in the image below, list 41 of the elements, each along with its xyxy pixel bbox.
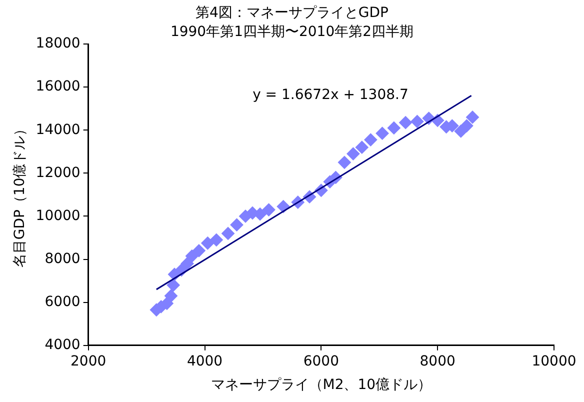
point [338, 156, 351, 169]
point [466, 110, 480, 124]
point [262, 203, 276, 216]
x-tick-label: 8000 [420, 353, 456, 370]
x-tick-label: 4000 [186, 353, 223, 370]
point [410, 115, 424, 128]
y-tick-label: 10000 [36, 208, 80, 224]
x-tick-label: 2000 [70, 353, 106, 370]
y-tick-label: 12000 [36, 164, 80, 181]
point [254, 208, 267, 221]
point [355, 140, 368, 154]
y-tick-label: 14000 [36, 122, 80, 138]
x-tick-label: 6000 [303, 353, 339, 370]
chart-subtitle: 1990年第1四半期〜2010年第2四半期 [170, 24, 414, 40]
point [210, 233, 223, 246]
point [222, 226, 235, 240]
y-tick-label: 18000 [36, 36, 80, 52]
point [160, 296, 174, 310]
y-tick-label: 6000 [44, 294, 80, 310]
x-tick-label: 10000 [532, 353, 576, 370]
y-tick-label: 16000 [36, 78, 80, 95]
point [364, 133, 378, 146]
point [276, 200, 290, 214]
point [230, 218, 244, 232]
point [376, 126, 389, 140]
y-tick-label: 8000 [44, 250, 80, 267]
point [201, 236, 214, 250]
annotation: y = 1.6672x + 1308.7 [252, 86, 408, 103]
point [387, 121, 400, 134]
point [460, 119, 474, 132]
x-axis-title: マネーサプライ（M2、10億ドル） [210, 377, 432, 394]
point [346, 147, 360, 160]
point [164, 289, 178, 302]
chart-title: 第4図：マネーサプライとGDP [194, 4, 390, 23]
point [185, 250, 198, 263]
point [180, 257, 194, 270]
point [166, 278, 180, 292]
point [399, 116, 412, 130]
y-axis-title: 名目GDP（10億ドル） [12, 122, 28, 268]
point [192, 244, 206, 258]
y-tick-label: 4000 [44, 337, 80, 354]
